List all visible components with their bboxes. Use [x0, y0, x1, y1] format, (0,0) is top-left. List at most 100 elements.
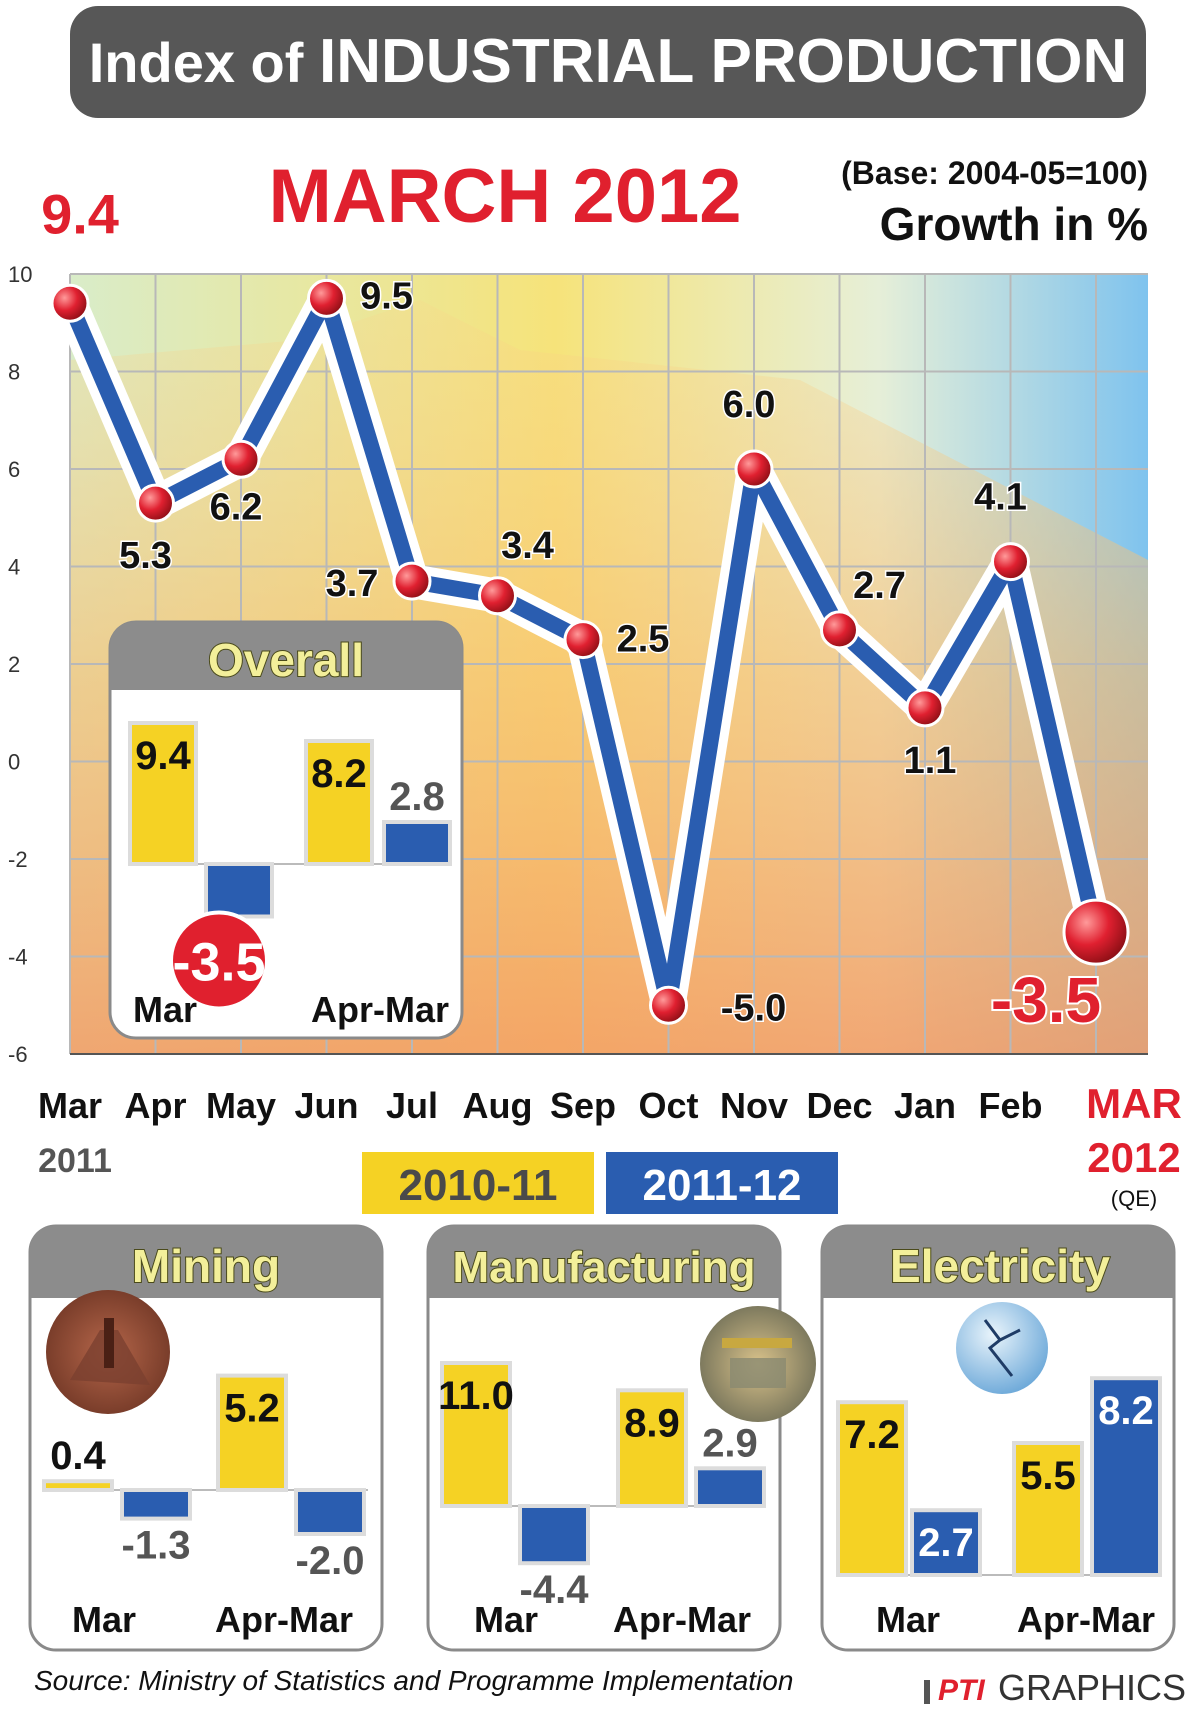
year-label-2011: 2011: [38, 1142, 112, 1180]
x-tick-label: MAR: [1086, 1080, 1182, 1127]
data-label: 4.1: [974, 477, 1027, 519]
manufacturing-panel: Manufacturing 11.0 -4.4 8.9 2.9 Mar Apr-Mar: [426, 1224, 816, 1652]
bar: [1090, 1376, 1162, 1577]
base-note: (Base: 2004-05=100): [841, 155, 1148, 191]
data-point: [649, 985, 688, 1025]
x-tick-label: Jul: [386, 1085, 438, 1126]
data-label: 2.5: [617, 619, 670, 661]
electricity-title: Electricity: [890, 1240, 1110, 1292]
data-point: [991, 542, 1030, 582]
data-label: 3.4: [501, 525, 554, 567]
data-point: [478, 576, 517, 616]
overall-panel: Overall 9.4 -3.5 8.2 2.8 Mar Apr-Mar: [108, 620, 464, 1040]
overall-cat-aprmar: Apr-Mar: [311, 989, 449, 1030]
credit-logo: PTI GRAPHICS: [924, 1667, 1186, 1708]
bar: [382, 820, 452, 866]
electricity-panel: Electricity 7.2 2.7 5.5 8.2 Mar Apr-Mar: [820, 1224, 1176, 1652]
electricity-bars: 7.2 2.7 5.5 8.2: [836, 1376, 1162, 1577]
bar: [440, 1361, 512, 1508]
bar-value-label: 8.9: [624, 1401, 680, 1445]
x-tick-label: Oct: [638, 1085, 698, 1126]
legend-label-2011-12: 2011-12: [642, 1161, 801, 1210]
bar-value-label: 9.4: [135, 734, 191, 778]
bar: [128, 721, 198, 866]
y-tick-label: 8: [8, 360, 20, 385]
bar-value-label: -1.3: [122, 1524, 191, 1568]
legend-swatch-2010-11: [362, 1152, 594, 1214]
x-tick-label: Sep: [550, 1085, 616, 1126]
bar: [120, 1488, 192, 1521]
data-label: 1.1: [904, 740, 957, 782]
data-point: [1062, 898, 1130, 966]
credit-word: GRAPHICS: [998, 1667, 1186, 1708]
y-axis: 10 8 6 4 2 0 -2 -4 -6: [8, 262, 1148, 1067]
manufacturing-title: Manufacturing: [452, 1243, 755, 1292]
bar: [1012, 1441, 1084, 1577]
electricity-cat-mar: Mar: [876, 1599, 940, 1640]
x-tick-label: Jan: [894, 1085, 956, 1126]
data-point: [820, 610, 859, 650]
x-tick-label: Apr: [125, 1085, 187, 1126]
legend-swatch-2011-12: [606, 1152, 838, 1214]
manufacturing-cat-aprmar: Apr-Mar: [613, 1599, 751, 1640]
bar-value-label: 8.2: [1098, 1389, 1154, 1433]
qe-note: (QE): [1111, 1186, 1157, 1211]
title-light: Index of: [89, 31, 304, 94]
page-title: Index of INDUSTRIAL PRODUCTION: [89, 27, 1128, 96]
y-tick-label: -6: [8, 1042, 28, 1067]
data-label: 6.0: [723, 384, 776, 426]
mining-bars: 0.4 -1.3 5.2 -2.0: [42, 1373, 368, 1585]
data-label: -5.0: [721, 987, 786, 1029]
bar-value-label: -4.4: [520, 1568, 590, 1612]
x-tick-label: Mar: [38, 1085, 102, 1126]
bar: [518, 1504, 590, 1566]
x-tick-label: May: [206, 1085, 276, 1126]
bar-value-label: -3.5: [172, 933, 265, 993]
bar-value-label: 2.7: [918, 1521, 974, 1565]
bar: [304, 739, 374, 866]
growth-label: Growth in %: [880, 198, 1148, 250]
electricity-cat-aprmar: Apr-Mar: [1017, 1599, 1155, 1640]
bar: [694, 1466, 766, 1509]
bar-value-label: 8.2: [311, 752, 367, 796]
x-tick-label: Nov: [720, 1085, 788, 1126]
y-tick-label: -2: [8, 847, 28, 872]
mining-photo: [46, 1290, 170, 1414]
data-point: [307, 278, 346, 318]
data-label: 5.3: [119, 535, 172, 577]
data-label: 9.5: [360, 275, 413, 317]
data-label: 3.7: [326, 563, 379, 605]
y-tick-label: 6: [8, 457, 20, 482]
title-bar: Index of INDUSTRIAL PRODUCTION: [70, 6, 1146, 118]
bar-value-label: 5.5: [1020, 1454, 1076, 1498]
y-tick-label: 10: [8, 262, 32, 287]
mining-panel: Mining 0.4 -1.3 5.2 -2.0 Mar Apr-Mar: [28, 1224, 384, 1652]
bar-value-label: 2.8: [389, 775, 445, 819]
year-label-2012: 2012: [1087, 1134, 1180, 1181]
data-label: -3.5: [991, 964, 1101, 1036]
overall-bars: 9.4 -3.5 8.2 2.8: [128, 721, 452, 1011]
y-tick-label: 4: [8, 555, 20, 580]
bar: [910, 1508, 982, 1577]
manufacturing-bars: 11.0 -4.4 8.9 2.9: [438, 1361, 766, 1614]
data-label: 2.7: [853, 565, 906, 607]
bar-value-label: 11.0: [438, 1374, 514, 1418]
bar-value-label: -2.0: [296, 1539, 365, 1583]
title-bold: INDUSTRIAL PRODUCTION: [319, 27, 1127, 96]
x-tick-label: Aug: [463, 1085, 533, 1126]
data-point: [734, 449, 774, 489]
bar: [836, 1400, 908, 1577]
legend-label-2010-11: 2010-11: [398, 1161, 557, 1210]
source-note: Source: Ministry of Statistics and Progr…: [34, 1665, 793, 1696]
bar: [616, 1388, 688, 1509]
data-label: 6.2: [210, 486, 263, 528]
credit-brand: PTI: [938, 1674, 985, 1707]
x-tick-label: Feb: [978, 1085, 1042, 1126]
chart-subtitle: MARCH 2012: [268, 154, 741, 239]
bar-value-label: 0.4: [50, 1434, 106, 1478]
electricity-photo: [956, 1302, 1048, 1394]
data-points: [50, 278, 1130, 1025]
mining-title: Mining: [132, 1240, 280, 1292]
highlight-badge: [169, 910, 269, 1011]
